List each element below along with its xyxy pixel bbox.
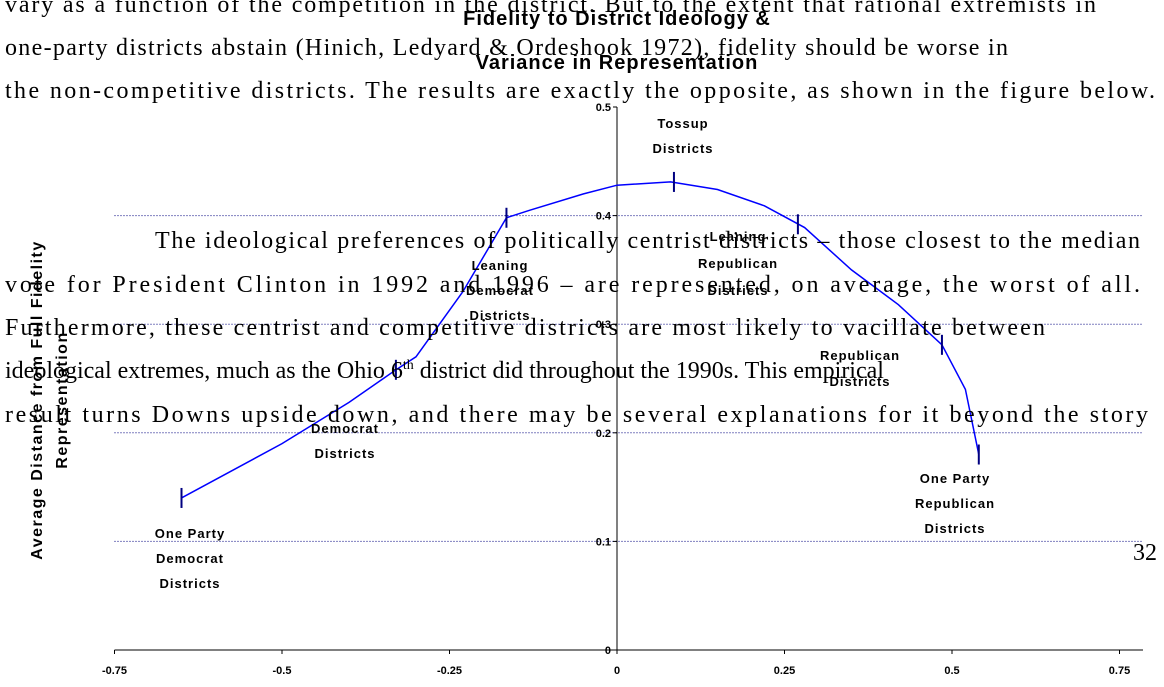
group-label: Districts [469, 308, 530, 323]
group-label: One Party [920, 471, 990, 486]
x-tick-label: 0.25 [774, 665, 795, 677]
y-axis-label: Average Distance from Full Fidelity [29, 240, 46, 560]
group-label: Republican [820, 348, 900, 363]
x-tick-label: 0.5 [944, 665, 959, 677]
x-tick-label: -0.5 [273, 665, 292, 677]
figure-title: Variance in Representation [476, 52, 759, 74]
group-label: Republican [915, 496, 995, 511]
y-tick-label: 0.3 [596, 319, 611, 331]
y-tick-label: 0.1 [596, 536, 611, 548]
group-label: Tossup [657, 116, 708, 131]
body-text-part: district did throughout the 1990s. This … [414, 358, 885, 384]
group-label: Districts [924, 521, 985, 536]
x-tick-label: 0.75 [1109, 665, 1130, 677]
group-label: Districts [314, 446, 375, 461]
y-axis-label: Representation [54, 331, 71, 468]
group-label: Democrat [311, 421, 379, 436]
group-label: Republican [698, 256, 778, 271]
x-tick-label: -0.75 [102, 665, 127, 677]
group-label: Districts [652, 141, 713, 156]
group-label: Democrat [466, 283, 534, 298]
y-tick-label: 0 [605, 645, 611, 657]
group-label: Districts [707, 283, 768, 298]
body-line: the non-competitive districts. The resul… [5, 78, 1155, 104]
superscript: th [403, 358, 414, 373]
body-line: ideological extremes, much as the Ohio 6… [5, 358, 884, 384]
y-tick-label: 0.5 [596, 102, 611, 114]
figure-title: Fidelity to District Ideology & [463, 8, 771, 30]
group-label: Leaning [472, 258, 529, 273]
body-text-part: ideological extremes, much as the Ohio 6 [5, 358, 403, 384]
body-line: one-party districts abstain (Hinich, Led… [5, 35, 1008, 61]
page-number: 32 [1133, 540, 1157, 566]
group-label: Democrat [156, 551, 224, 566]
group-label: Leaning [710, 229, 767, 244]
x-tick-label: -0.25 [437, 665, 462, 677]
body-line: vote for President Clinton in 1992 and 1… [5, 272, 1140, 298]
y-tick-label: 0.2 [596, 428, 611, 440]
group-label: One Party [155, 526, 225, 541]
body-line: Furthermore, these centrist and competit… [5, 315, 1045, 341]
body-line: vary as a function of the competition in… [5, 0, 1096, 18]
x-tick-label: 0 [614, 665, 620, 677]
body-line: The ideological preferences of political… [155, 228, 1140, 254]
group-label: Districts [829, 374, 890, 389]
body-line: result turns Downs upside down, and ther… [5, 402, 1148, 428]
group-label: Districts [159, 576, 220, 591]
y-tick-label: 0.4 [596, 211, 612, 223]
